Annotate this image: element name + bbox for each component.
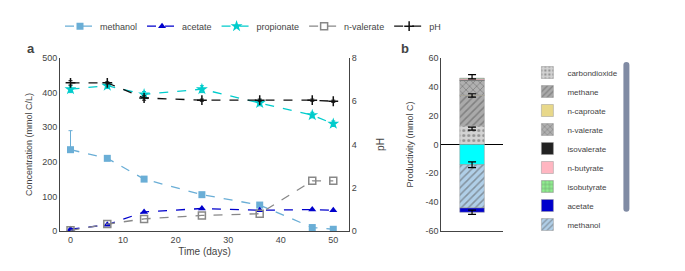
svg-text:methanol: methanol [567,221,600,230]
svg-text:0: 0 [433,140,438,150]
svg-text:0: 0 [52,226,57,236]
svg-text:4: 4 [352,140,357,150]
svg-text:Productivity (mmol C): Productivity (mmol C) [405,101,415,187]
svg-text:-60: -60 [425,226,438,236]
svg-text:2: 2 [352,183,357,193]
svg-text:propionate: propionate [257,22,300,32]
svg-text:b: b [401,41,409,56]
svg-text:400: 400 [42,88,57,98]
svg-text:n-butyrate: n-butyrate [567,164,604,173]
svg-text:methanol: methanol [100,22,137,32]
svg-text:100: 100 [42,192,57,202]
svg-text:40: 40 [428,82,438,92]
svg-text:carbondioxide: carbondioxide [567,69,617,78]
svg-text:pH: pH [429,22,441,32]
svg-text:60: 60 [428,53,438,63]
svg-text:20: 20 [428,111,438,121]
svg-text:6: 6 [352,96,357,106]
svg-text:0: 0 [352,226,357,236]
svg-text:50: 50 [328,235,338,245]
svg-text:Concentration (mmol C/L): Concentration (mmol C/L) [24,93,34,196]
svg-text:-40: -40 [425,197,438,207]
svg-text:40: 40 [276,235,286,245]
svg-text:methane: methane [567,88,599,97]
svg-text:500: 500 [42,53,57,63]
svg-text:20: 20 [171,235,181,245]
svg-text:acetate: acetate [182,22,212,32]
svg-text:Time (days): Time (days) [178,246,230,257]
svg-text:30: 30 [223,235,233,245]
svg-text:isobutyrate: isobutyrate [567,183,607,192]
svg-text:10: 10 [118,235,128,245]
svg-text:n-caproate: n-caproate [567,107,606,116]
svg-text:200: 200 [42,157,57,167]
svg-text:pH: pH [375,138,386,151]
svg-text:a: a [27,41,35,56]
svg-text:n-valerate: n-valerate [344,22,384,32]
svg-text:-20: -20 [425,168,438,178]
svg-text:acetate: acetate [567,202,594,211]
svg-text:n-valerate: n-valerate [567,126,603,135]
svg-text:8: 8 [352,53,357,63]
svg-text:isovalerate: isovalerate [567,145,606,154]
svg-text:0: 0 [68,235,73,245]
svg-text:300: 300 [42,122,57,132]
